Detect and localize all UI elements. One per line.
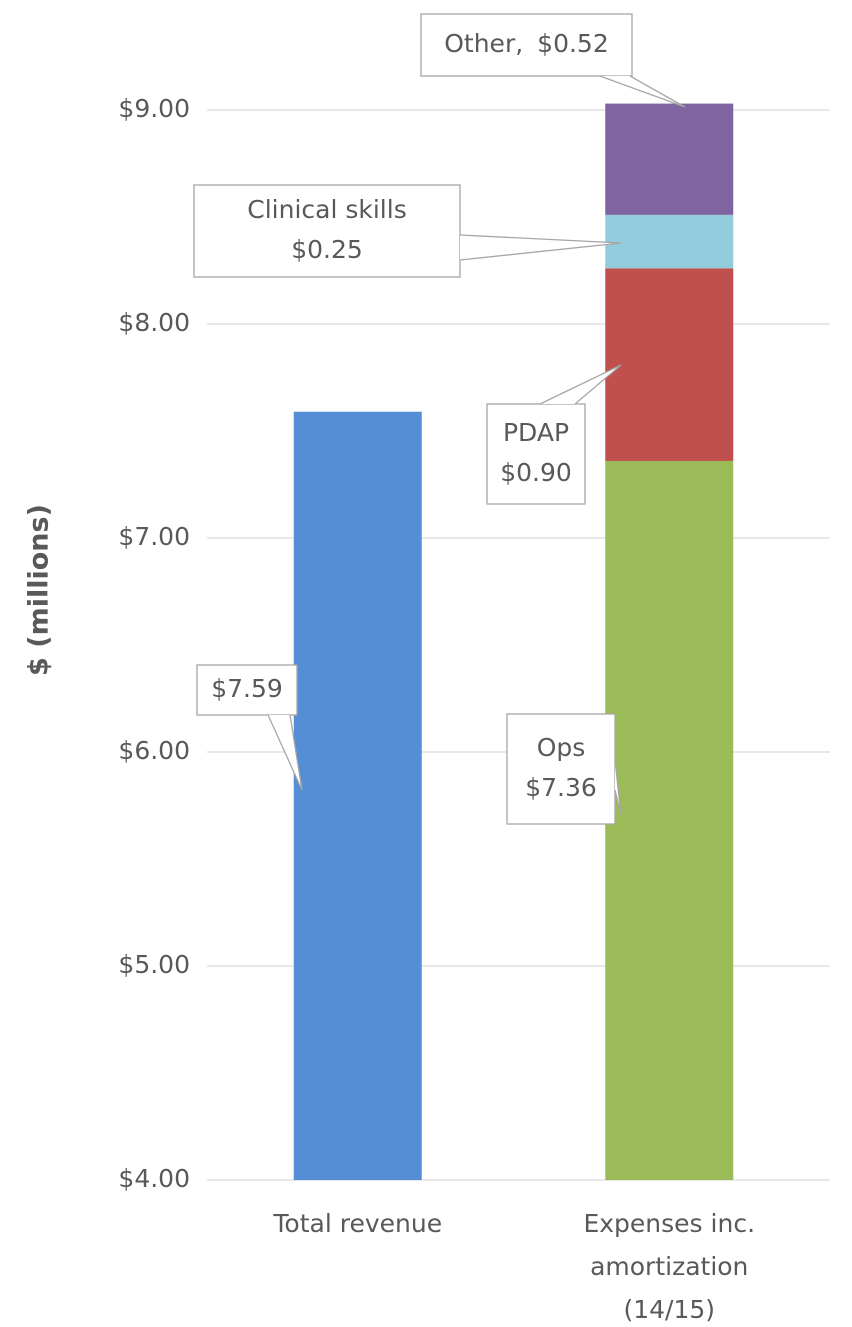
callout-pointer-edge <box>267 714 303 791</box>
bar-segment <box>605 268 734 461</box>
y-tick-label: $9.00 <box>118 94 190 123</box>
callout-pointer-edge <box>539 364 622 405</box>
data-label: $0.90 <box>500 458 572 487</box>
y-tick-label: $7.00 <box>118 522 190 551</box>
y-tick-label: $8.00 <box>118 308 190 337</box>
data-label: Other, $0.52 <box>444 29 609 58</box>
callout-box <box>196 664 298 716</box>
series-name: PDAP <box>503 418 569 447</box>
data-label: $7.36 <box>525 773 597 802</box>
series-name: Other, <box>444 29 523 58</box>
bar-segment <box>293 411 422 1180</box>
value-label: $0.52 <box>537 29 609 58</box>
callout-box <box>420 13 633 77</box>
bar-segment <box>605 214 734 269</box>
y-tick-label: $5.00 <box>118 950 190 979</box>
callout-pointer-edge <box>614 759 622 816</box>
bar-segment <box>605 460 734 1181</box>
callout-box <box>486 403 586 505</box>
series-name: Clinical skills <box>247 195 406 224</box>
y-axis-label: $ (millions) <box>24 504 55 676</box>
callout-pointer-edge <box>459 234 622 261</box>
data-label: $7.59 <box>211 674 283 703</box>
series-name: Ops <box>537 733 586 762</box>
callout-box <box>193 184 461 278</box>
y-tick-label: $6.00 <box>118 736 190 765</box>
bar-segment <box>605 103 734 215</box>
x-tick-label: Total revenue <box>272 1209 442 1238</box>
callout-box <box>506 713 616 825</box>
x-tick-label: Expenses inc. amortization (14/15) <box>583 1209 755 1324</box>
data-label: $0.25 <box>291 235 363 264</box>
y-tick-label: $4.00 <box>118 1164 190 1193</box>
callout-pointer-edge <box>599 75 686 108</box>
